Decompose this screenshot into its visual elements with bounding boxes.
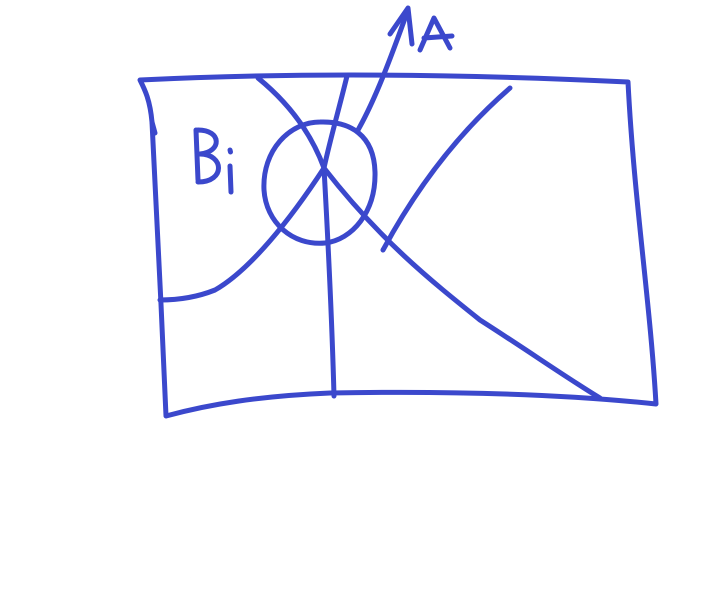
top-center-line — [321, 73, 350, 171]
label-b-glyph — [193, 127, 234, 195]
right-branch-curve — [380, 85, 513, 253]
label-a-glyph — [417, 15, 455, 53]
region-subscript-text: i — [198, 577, 199, 579]
label-a-stroke — [417, 15, 455, 53]
region-label-text: B — [190, 577, 191, 579]
arrow-head-icon — [387, 5, 415, 47]
arrow-line — [355, 7, 411, 133]
diagram-strokes — [137, 5, 659, 419]
left-branch-curve — [157, 165, 327, 303]
circle-region — [261, 119, 378, 246]
outer-rectangle — [137, 72, 659, 419]
diagonal-line — [321, 165, 603, 401]
upper-left-curve — [255, 75, 327, 171]
top-left-notch — [149, 119, 158, 136]
label-b-stroke — [193, 127, 221, 185]
center-vertical-line — [321, 165, 337, 399]
label-i-stroke — [227, 147, 234, 195]
arrow-label-text: A — [206, 576, 207, 579]
